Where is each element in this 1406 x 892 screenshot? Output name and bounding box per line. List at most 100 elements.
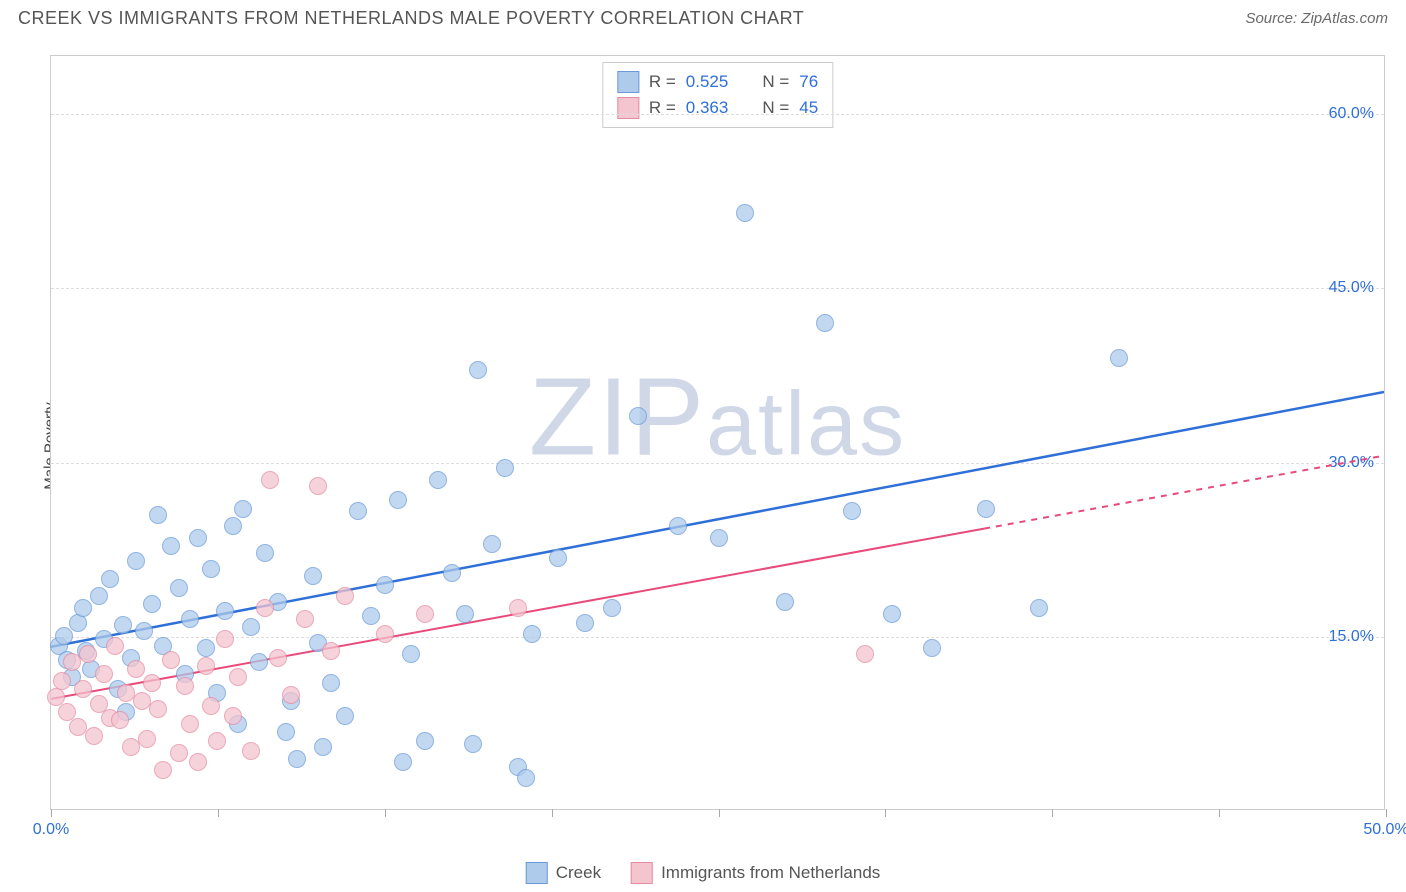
data-point <box>416 732 434 750</box>
data-point <box>496 459 514 477</box>
data-point <box>143 595 161 613</box>
data-point <box>710 529 728 547</box>
data-point <box>170 744 188 762</box>
chart-title: CREEK VS IMMIGRANTS FROM NETHERLANDS MAL… <box>18 8 804 29</box>
data-point <box>883 605 901 623</box>
data-point <box>189 529 207 547</box>
legend-label: Creek <box>556 863 601 883</box>
data-point <box>162 537 180 555</box>
x-tick <box>885 809 886 817</box>
data-point <box>189 753 207 771</box>
data-point <box>336 587 354 605</box>
data-point <box>216 602 234 620</box>
data-point <box>85 727 103 745</box>
data-point <box>469 361 487 379</box>
data-point <box>736 204 754 222</box>
legend-swatch <box>631 862 653 884</box>
data-point <box>416 605 434 623</box>
legend-r-value: 0.525 <box>686 72 729 92</box>
data-point <box>74 680 92 698</box>
scatter-chart: ZIPatlas R =0.525N =76R =0.363N =45 15.0… <box>50 55 1385 810</box>
legend-item: Immigrants from Netherlands <box>631 862 880 884</box>
legend-label: Immigrants from Netherlands <box>661 863 880 883</box>
x-tick <box>552 809 553 817</box>
data-point <box>402 645 420 663</box>
legend-swatch <box>617 97 639 119</box>
data-point <box>322 642 340 660</box>
data-point <box>256 544 274 562</box>
legend-swatch <box>617 71 639 93</box>
data-point <box>162 651 180 669</box>
data-point <box>250 653 268 671</box>
x-tick <box>385 809 386 817</box>
data-point <box>106 637 124 655</box>
data-point <box>483 535 501 553</box>
series-legend: Creek Immigrants from Netherlands <box>526 862 881 884</box>
data-point <box>456 605 474 623</box>
data-point <box>843 502 861 520</box>
data-point <box>509 599 527 617</box>
legend-r-label: R = <box>649 72 676 92</box>
y-tick-label: 60.0% <box>1329 105 1374 123</box>
x-tick <box>719 809 720 817</box>
data-point <box>202 697 220 715</box>
data-point <box>376 625 394 643</box>
data-point <box>464 735 482 753</box>
data-point <box>53 672 71 690</box>
legend-swatch <box>526 862 548 884</box>
gridline <box>51 463 1384 464</box>
data-point <box>127 660 145 678</box>
chart-source: Source: ZipAtlas.com <box>1245 10 1388 27</box>
y-tick-label: 15.0% <box>1329 628 1374 646</box>
data-point <box>181 610 199 628</box>
x-tick-label: 0.0% <box>33 821 69 839</box>
data-point <box>197 639 215 657</box>
data-point <box>296 610 314 628</box>
data-point <box>389 491 407 509</box>
gridline <box>51 288 1384 289</box>
trend-lines <box>51 56 1384 809</box>
data-point <box>322 674 340 692</box>
data-point <box>304 567 322 585</box>
data-point <box>394 753 412 771</box>
data-point <box>242 618 260 636</box>
data-point <box>176 677 194 695</box>
x-tick <box>218 809 219 817</box>
data-point <box>856 645 874 663</box>
x-tick <box>51 809 52 817</box>
data-point <box>523 625 541 643</box>
data-point <box>816 314 834 332</box>
data-point <box>234 500 252 518</box>
data-point <box>224 707 242 725</box>
data-point <box>517 769 535 787</box>
data-point <box>154 761 172 779</box>
data-point <box>135 622 153 640</box>
data-point <box>349 502 367 520</box>
data-point <box>95 665 113 683</box>
data-point <box>202 560 220 578</box>
data-point <box>923 639 941 657</box>
data-point <box>309 477 327 495</box>
correlation-legend: R =0.525N =76R =0.363N =45 <box>602 62 833 128</box>
legend-n-value: 76 <box>799 72 818 92</box>
x-tick <box>1219 809 1220 817</box>
data-point <box>1030 599 1048 617</box>
data-point <box>977 500 995 518</box>
data-point <box>197 657 215 675</box>
y-tick-label: 30.0% <box>1329 454 1374 472</box>
data-point <box>256 599 274 617</box>
legend-stat-row: R =0.363N =45 <box>617 95 818 121</box>
data-point <box>669 517 687 535</box>
gridline <box>51 637 1384 638</box>
data-point <box>376 576 394 594</box>
data-point <box>242 742 260 760</box>
data-point <box>288 750 306 768</box>
data-point <box>776 593 794 611</box>
data-point <box>261 471 279 489</box>
x-tick <box>1386 809 1387 817</box>
data-point <box>336 707 354 725</box>
data-point <box>127 552 145 570</box>
x-tick-label: 50.0% <box>1363 821 1406 839</box>
data-point <box>114 616 132 634</box>
data-point <box>1110 349 1128 367</box>
